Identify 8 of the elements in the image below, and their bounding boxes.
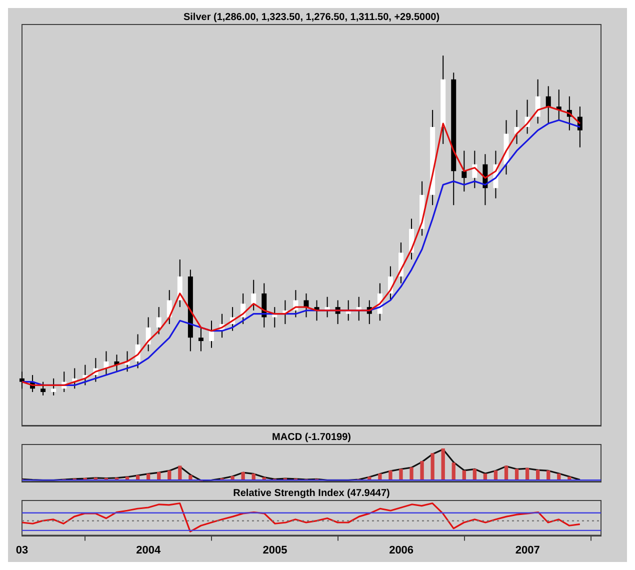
x-tick-label: 2007 (515, 544, 540, 556)
chart-title: Relative Strength Index (47.9447) (233, 488, 390, 499)
chart-title: Silver (1,286.00, 1,323.50, 1,276.50, 1,311.50, +29.5000) (183, 12, 440, 23)
x-tick-label: 03 (16, 544, 28, 556)
x-tick-label: 2006 (389, 544, 414, 556)
chart-title: MACD (-1.70199) (272, 432, 351, 443)
x-tick-label: 2005 (262, 544, 288, 556)
x-tick-label: 2004 (136, 544, 162, 556)
